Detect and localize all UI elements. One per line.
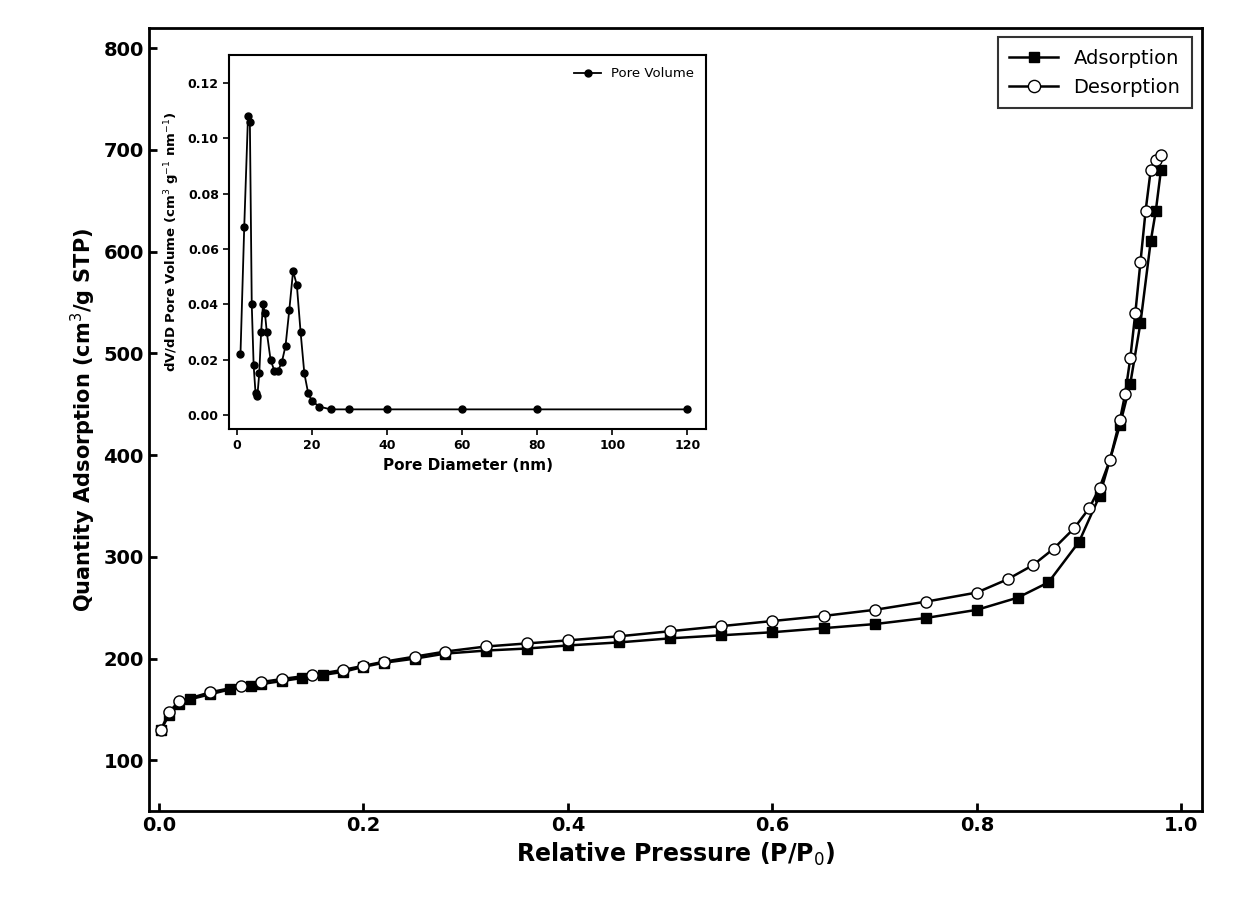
Adsorption (223, 684, 238, 695)
Adsorption (714, 630, 729, 641)
X-axis label: Relative Pressure (P/P$_0$): Relative Pressure (P/P$_0$) (515, 841, 835, 868)
Y-axis label: Quantity Adsorption (cm$^3$/g STP): Quantity Adsorption (cm$^3$/g STP) (68, 228, 98, 611)
Desorption (203, 687, 218, 698)
Adsorption (182, 694, 197, 705)
Desorption (154, 725, 169, 736)
Desorption (1026, 560, 1041, 571)
Desorption (1154, 149, 1168, 160)
X-axis label: Pore Diameter (nm): Pore Diameter (nm) (383, 457, 553, 473)
Adsorption (437, 648, 452, 659)
Desorption (305, 669, 320, 680)
Adsorption (336, 667, 351, 678)
Desorption (1127, 307, 1142, 318)
Adsorption (1154, 165, 1168, 176)
Desorption (1082, 502, 1097, 514)
Desorption (867, 604, 882, 615)
Desorption (1046, 543, 1061, 554)
Adsorption (764, 627, 779, 638)
Desorption (1123, 353, 1137, 364)
Adsorption (560, 640, 575, 651)
Adsorption (519, 643, 534, 654)
Adsorption (969, 604, 984, 615)
Adsorption (254, 679, 269, 690)
Adsorption (867, 619, 882, 630)
Adsorption (1123, 378, 1137, 389)
Desorption (408, 651, 422, 662)
Adsorption (244, 680, 259, 692)
Line: Desorption: Desorption (155, 149, 1166, 736)
Desorption (162, 706, 177, 717)
Y-axis label: dV/dD Pore Volume (cm$^3$ g$^{-1}$ nm$^{-1}$): dV/dD Pore Volume (cm$^3$ g$^{-1}$ nm$^{… (162, 112, 182, 372)
Desorption (1118, 388, 1132, 399)
Adsorption (478, 645, 493, 656)
Desorption (1103, 455, 1118, 466)
Adsorption (1010, 592, 1025, 603)
Adsorption (315, 669, 330, 680)
Desorption (1132, 256, 1147, 267)
Desorption (1000, 573, 1015, 585)
Desorption (356, 660, 370, 671)
Desorption (560, 635, 575, 646)
Desorption (437, 646, 452, 657)
Desorption (1092, 482, 1106, 493)
Desorption (1149, 155, 1163, 166)
Adsorption (1072, 536, 1087, 547)
Desorption (1139, 206, 1154, 217)
Desorption (519, 638, 534, 649)
Desorption (478, 641, 493, 652)
Adsorption (663, 632, 678, 644)
Adsorption (203, 689, 218, 700)
Desorption (764, 616, 779, 627)
Desorption (233, 680, 248, 692)
Adsorption (377, 657, 392, 668)
Adsorption (356, 661, 370, 672)
Desorption (714, 621, 729, 632)
Adsorption (918, 612, 933, 623)
Adsorption (817, 622, 831, 633)
Desorption (663, 626, 678, 637)
Desorption (336, 665, 351, 676)
Adsorption (274, 676, 289, 687)
Desorption (172, 696, 187, 707)
Adsorption (295, 672, 310, 683)
Desorption (817, 610, 831, 621)
Adsorption (1149, 206, 1163, 217)
Adsorption (1144, 236, 1158, 247)
Desorption (1144, 165, 1158, 176)
Adsorption (1113, 420, 1127, 431)
Line: Adsorption: Adsorption (156, 165, 1166, 735)
Desorption (918, 597, 933, 608)
Adsorption (1132, 317, 1147, 328)
Adsorption (172, 699, 187, 710)
Desorption (1067, 523, 1082, 534)
Desorption (274, 673, 289, 684)
Adsorption (1092, 491, 1106, 502)
Legend: Adsorption, Desorption: Adsorption, Desorption (997, 38, 1192, 109)
Adsorption (612, 637, 627, 648)
Desorption (1113, 414, 1127, 425)
Adsorption (408, 653, 422, 664)
Adsorption (154, 725, 169, 736)
Desorption (969, 587, 984, 598)
Desorption (377, 656, 392, 668)
Desorption (254, 677, 269, 688)
Legend: Pore Volume: Pore Volume (569, 62, 700, 86)
Adsorption (1041, 577, 1056, 588)
Desorption (612, 631, 627, 642)
Adsorption (162, 709, 177, 720)
